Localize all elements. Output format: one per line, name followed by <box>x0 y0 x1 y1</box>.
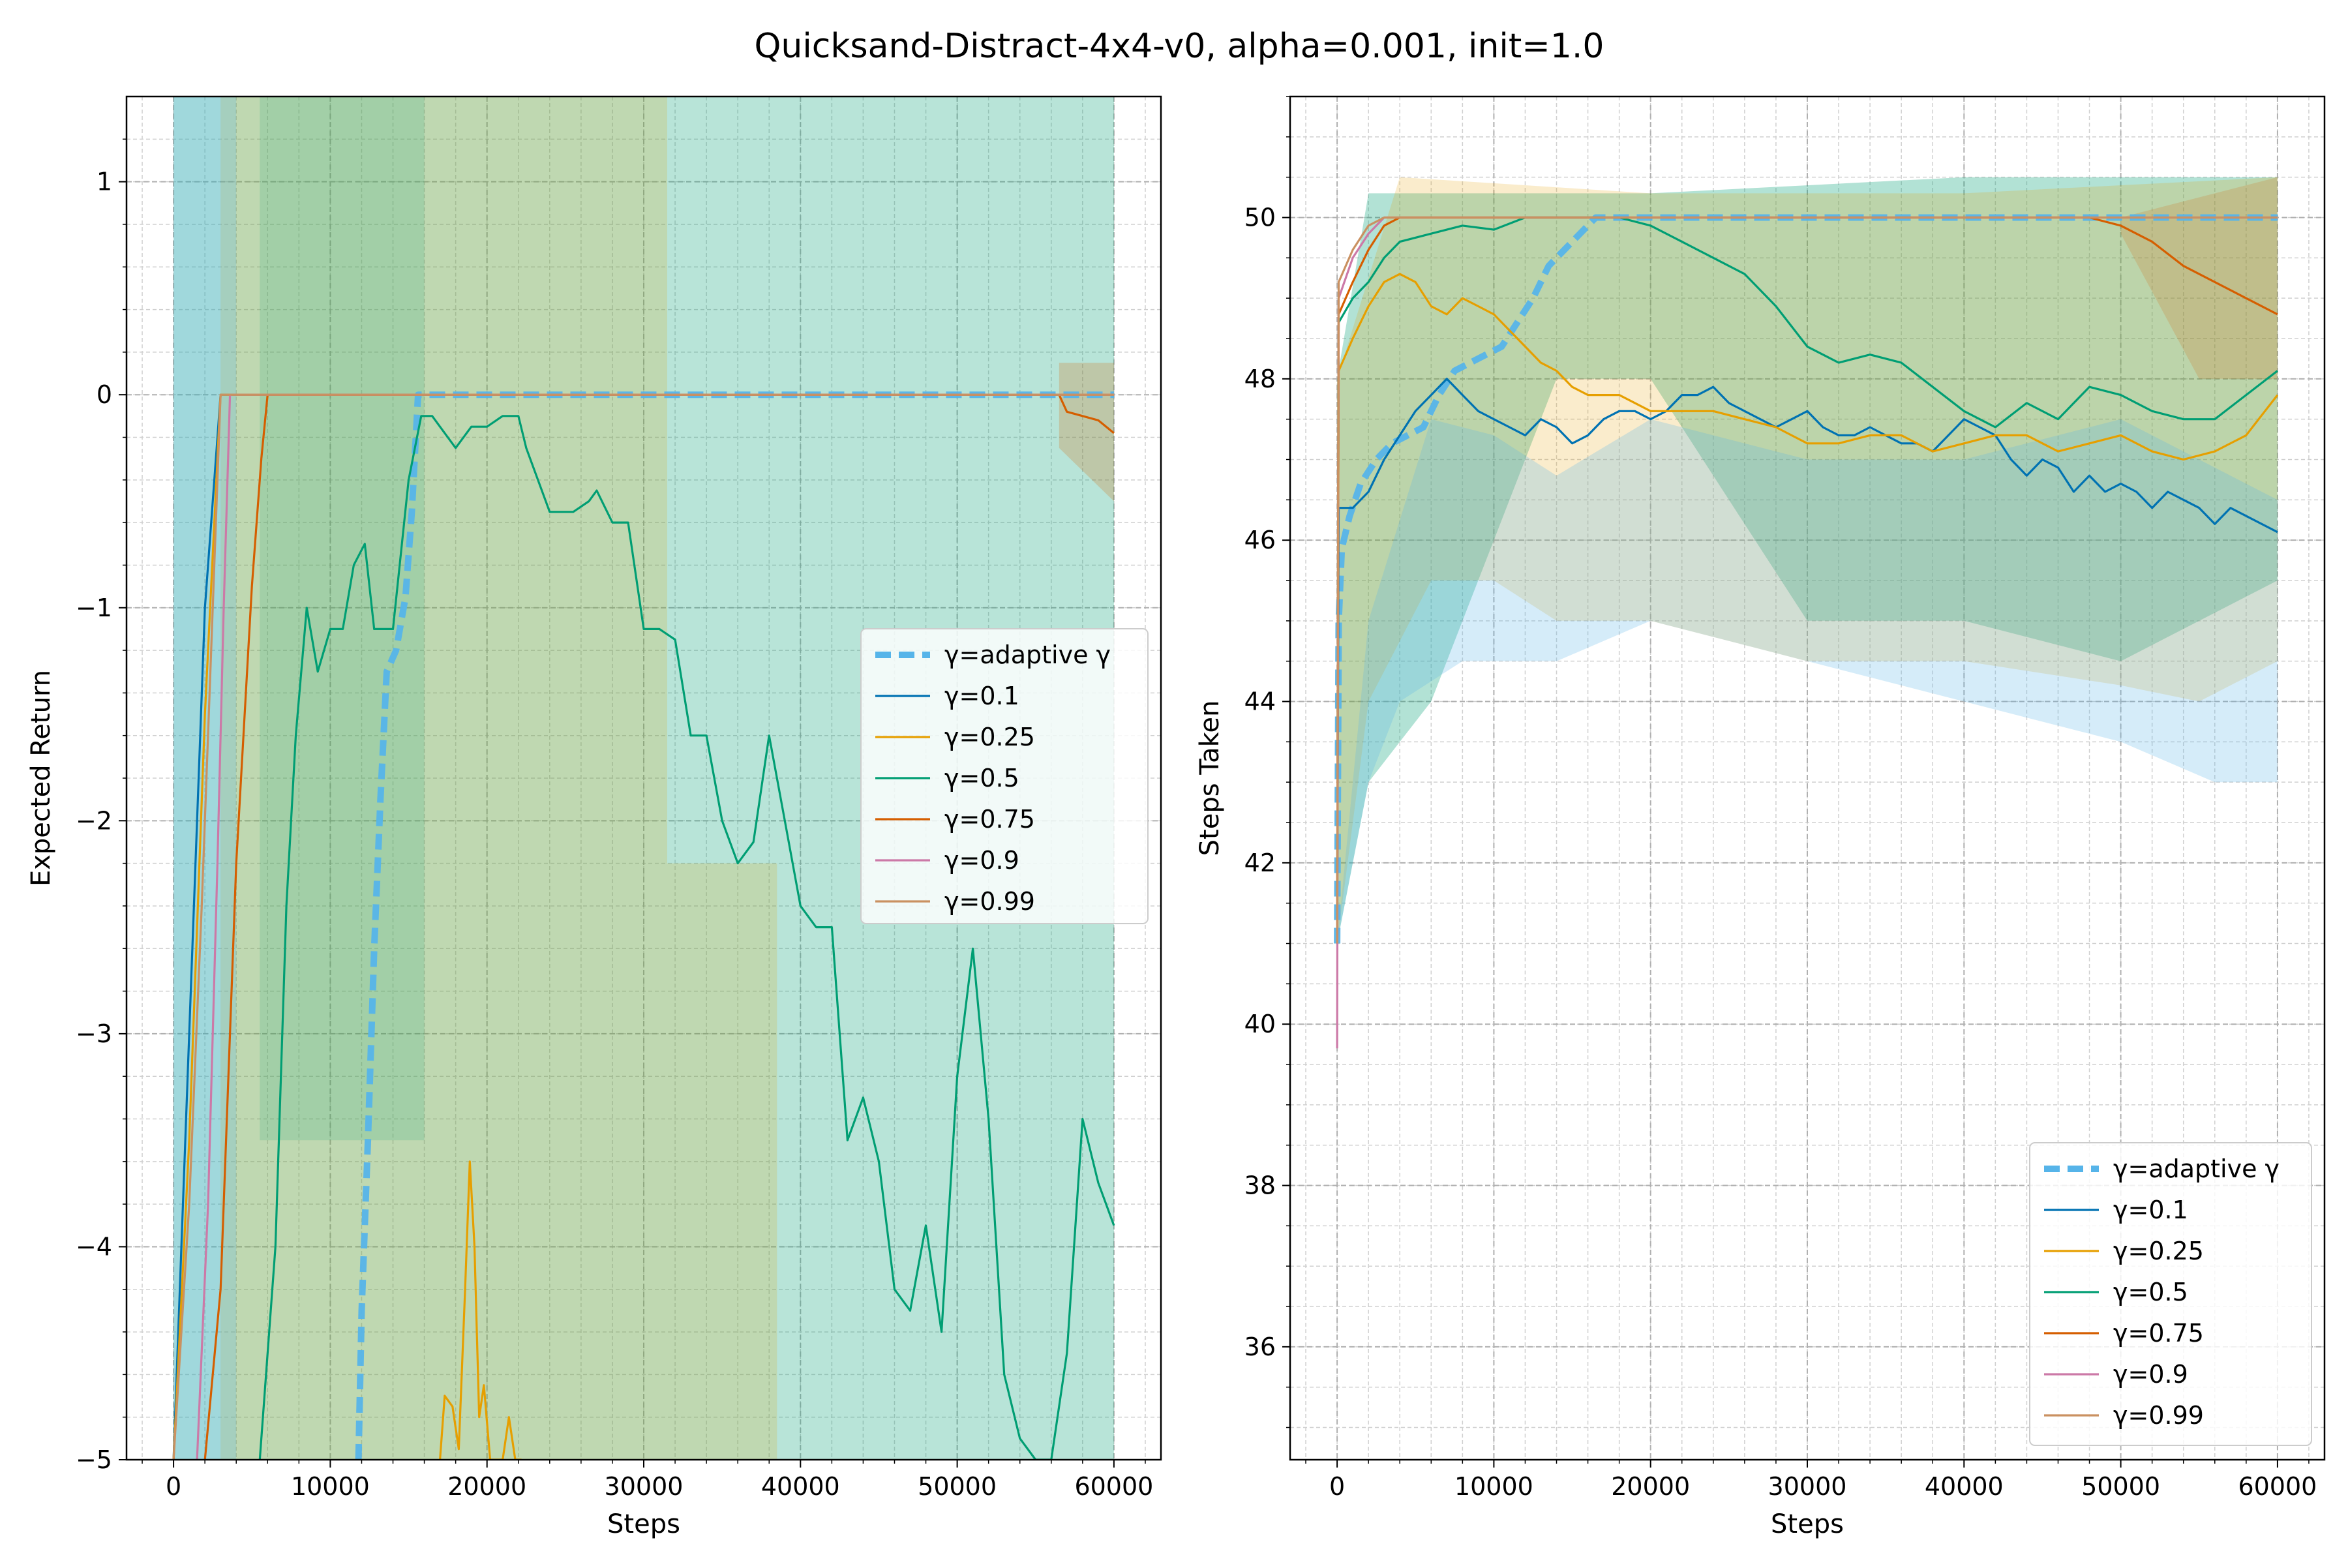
series-line-3 <box>1336 273 2279 944</box>
y-axis-label: Expected Return <box>26 670 56 886</box>
series-line-2 <box>1336 378 2278 944</box>
y-tick-label: 40 <box>1244 1010 1276 1038</box>
x-tick-label: 10000 <box>291 1472 370 1501</box>
legend-entry: γ=0.99 <box>2113 1401 2204 1430</box>
x-tick-label: 0 <box>166 1472 181 1501</box>
legend-entry: γ=0.25 <box>944 723 1035 751</box>
series-line-7 <box>172 393 1114 1460</box>
y-tick-label: −2 <box>76 806 112 835</box>
y-tick-label: 1 <box>97 168 112 196</box>
series-line-4 <box>258 415 1115 1460</box>
legend-entry: γ=0.9 <box>944 846 1019 875</box>
confidence-bands <box>173 97 1114 1460</box>
series-line-7 <box>1336 216 2278 944</box>
x-tick-label: 30000 <box>1768 1472 1847 1501</box>
x-tick-label: 20000 <box>1611 1472 1690 1501</box>
chart-panel-2: 0 10000 20000 30000 40000 50000 60000 36 38 40 42 4… <box>1195 95 2326 1539</box>
confidence-band <box>1337 419 2278 944</box>
legend: γ=adaptive γ γ=0.1 γ=0.25 γ=0.5 γ=0.75 γ=0.9 γ… <box>2029 1142 2312 1446</box>
series-line-4 <box>1336 216 2278 944</box>
y-tick-label: 0 <box>97 380 112 409</box>
legend-entry: γ=adaptive γ <box>944 641 1111 669</box>
legend-entry: γ=0.75 <box>944 805 1035 834</box>
x-axis-label: Steps <box>607 1509 680 1539</box>
y-tick-label: −3 <box>76 1019 112 1048</box>
legend-entry: γ=0.99 <box>944 887 1035 916</box>
y-tick-label: 46 <box>1244 526 1276 554</box>
y-tick-label: 50 <box>1244 204 1276 232</box>
legend-entry: γ=adaptive γ <box>2113 1154 2280 1183</box>
x-tick-label: 10000 <box>1454 1472 1533 1501</box>
x-tick-label: 50000 <box>2081 1472 2160 1501</box>
x-tick-label: 0 <box>1329 1472 1345 1501</box>
x-axis-label: Steps <box>1771 1509 1844 1539</box>
legend-entry: γ=0.1 <box>2113 1196 2188 1224</box>
confidence-band <box>2120 177 2278 379</box>
confidence-band <box>173 97 1114 1460</box>
legend-entry: γ=0.5 <box>2113 1278 2188 1306</box>
confidence-band <box>260 97 425 1141</box>
x-tick-label: 20000 <box>447 1472 526 1501</box>
y-tick-label: −1 <box>76 594 112 622</box>
x-tick-label: 60000 <box>1074 1472 1153 1501</box>
y-tick-label: −4 <box>76 1232 112 1261</box>
series-lines <box>172 391 1115 1460</box>
legend-entry: γ=0.5 <box>944 764 1019 792</box>
y-tick-label: −5 <box>76 1445 112 1474</box>
confidence-band <box>1337 177 2278 944</box>
y-tick-label: 38 <box>1244 1171 1276 1200</box>
x-tick-label: 40000 <box>1925 1472 2004 1501</box>
legend-entry: γ=0.9 <box>2113 1360 2188 1389</box>
legend-entry: γ=0.1 <box>944 682 1019 710</box>
series-lines <box>1334 214 2279 1049</box>
legend-entry: γ=0.25 <box>2113 1237 2204 1265</box>
legend-box <box>2029 1142 2312 1446</box>
y-tick-label: 44 <box>1244 687 1276 716</box>
x-tick-label: 40000 <box>761 1472 840 1501</box>
confidence-band <box>220 97 777 1460</box>
x-tick-label: 30000 <box>605 1472 684 1501</box>
figure-title: Quicksand-Distract-4x4-v0, alpha=0.001, … <box>754 27 1604 66</box>
legend-entry: γ=0.75 <box>2113 1319 2204 1348</box>
y-tick-label: 36 <box>1244 1333 1276 1361</box>
y-axis-label: Steps Taken <box>1195 701 1225 856</box>
legend-box <box>860 628 1149 924</box>
confidence-bands <box>1337 177 2278 944</box>
legend: γ=adaptive γ γ=0.1 γ=0.25 γ=0.5 γ=0.75 γ=0.9 γ… <box>860 628 1149 924</box>
y-tick-label: 42 <box>1244 849 1276 877</box>
y-tick-label: 48 <box>1244 365 1276 393</box>
confidence-band <box>1337 177 2278 944</box>
x-tick-label: 50000 <box>918 1472 997 1501</box>
x-tick-label: 60000 <box>2238 1472 2317 1501</box>
chart-panel-1: 0 10000 20000 30000 40000 50000 60000 1 0 −1 −2 −3 −… <box>26 95 1162 1539</box>
